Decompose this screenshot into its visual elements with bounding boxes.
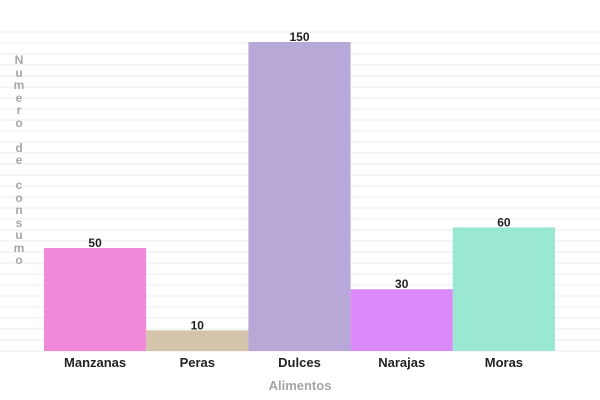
value-label: 10	[191, 318, 205, 332]
bar-manzanas	[44, 248, 147, 351]
bars	[44, 42, 555, 351]
x-tick-label: Narajas	[378, 355, 425, 370]
value-label: 30	[395, 277, 409, 291]
x-tick-label: Moras	[485, 355, 523, 370]
value-label: 50	[88, 236, 102, 250]
bar-moras	[452, 227, 555, 351]
x-axis-label: Alimentos	[268, 378, 332, 393]
value-labels: 50 10 150 30 60	[88, 30, 510, 332]
x-tick-label: Manzanas	[64, 355, 126, 370]
value-label: 60	[497, 215, 511, 229]
x-tick-label: Peras	[180, 355, 215, 370]
x-tick-label: Dulces	[278, 355, 321, 370]
bar-dulces	[248, 42, 351, 351]
x-tick-labels: Manzanas Peras Dulces Narajas Moras	[64, 355, 523, 370]
bar-peras	[146, 330, 249, 351]
value-label: 150	[289, 30, 309, 44]
bar-narajas	[350, 289, 453, 351]
